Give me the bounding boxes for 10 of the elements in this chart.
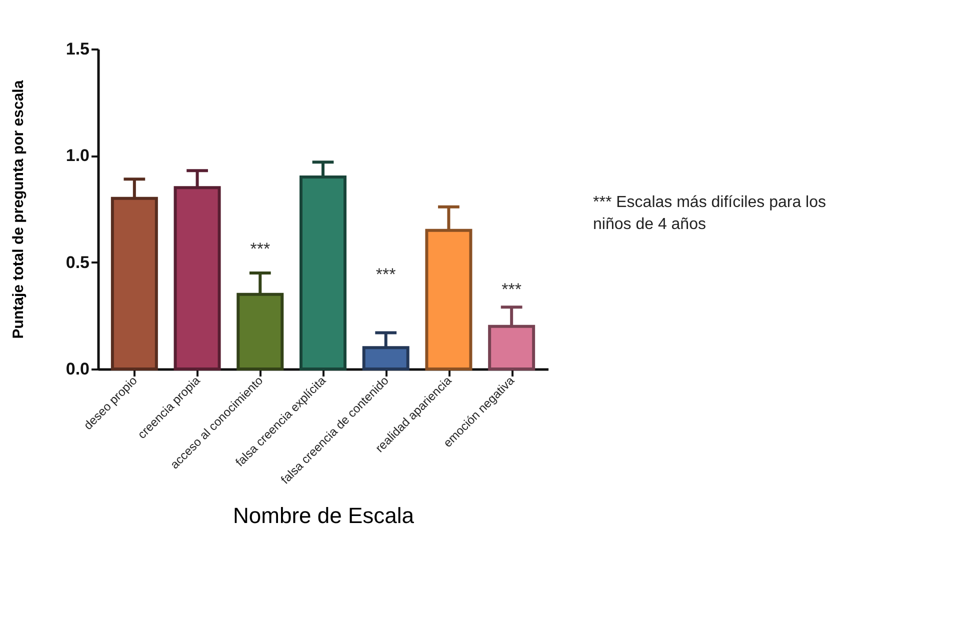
annotation: *** — [250, 240, 270, 259]
y-tick-label: 0.5 — [66, 252, 90, 272]
annotation: *** — [376, 265, 396, 284]
text: *** Escalas más difíciles para los niños de 4 años — [593, 194, 826, 233]
y-tick-label: 1.0 — [66, 146, 90, 166]
y-axis-title: Puntaje total de pregunta por escala — [10, 80, 27, 339]
annotation: *** — [502, 280, 522, 300]
y-tick-label: 0.0 — [66, 360, 90, 378]
y-tick-label: 1.5 — [66, 40, 90, 58]
x-axis-title: Nombre de Escala — [233, 503, 415, 528]
